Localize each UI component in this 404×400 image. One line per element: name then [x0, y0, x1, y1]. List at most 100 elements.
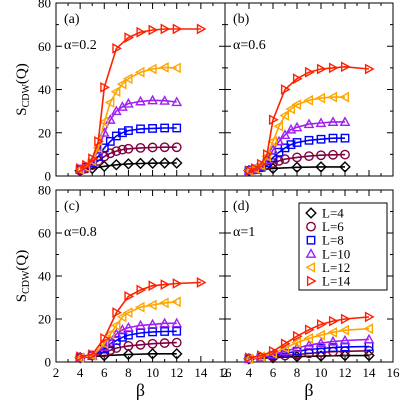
data-point [94, 136, 104, 147]
data-point [316, 63, 327, 75]
y-tick-label: 40 [38, 269, 51, 284]
data-point [124, 126, 133, 135]
data-point [340, 61, 351, 73]
series-l-14 [76, 23, 207, 174]
data-point [134, 157, 147, 170]
data-point [268, 345, 279, 357]
data-point [76, 351, 86, 363]
data-point [339, 161, 351, 173]
data-point [339, 334, 351, 345]
data-point [171, 62, 181, 74]
data-point [98, 116, 109, 128]
data-point [135, 142, 146, 153]
panel-label: (c) [64, 199, 80, 214]
data-point [328, 133, 338, 143]
y-tick-label: 20 [38, 125, 51, 140]
panel-d: 2 4 6 8 10 12 14 16 β (d) α=1 L=4L=6L=8L=10L=12L=14 [222, 189, 400, 400]
data-point [148, 280, 159, 292]
data-point [291, 121, 303, 132]
legend-label: L=10 [322, 246, 350, 261]
legend: L=4L=6L=8L=10L=12L=14 [298, 202, 388, 291]
data-point [196, 277, 207, 288]
data-point [117, 128, 127, 138]
data-point [159, 95, 171, 105]
data-point [327, 326, 338, 338]
data-point [92, 142, 103, 154]
data-point [339, 91, 350, 103]
data-point [122, 73, 133, 85]
legend-marker [305, 248, 317, 258]
data-point [267, 144, 279, 155]
data-point [123, 321, 134, 332]
data-point [159, 142, 170, 153]
data-point [292, 330, 303, 342]
legend-label: L=8 [322, 233, 344, 248]
data-point [328, 315, 339, 327]
data-point [339, 116, 351, 126]
data-point [292, 152, 302, 163]
data-point [88, 349, 98, 360]
data-point [268, 114, 279, 126]
data-point [316, 150, 326, 161]
legend-label: L=12 [322, 260, 350, 275]
x-tick-label: 10 [315, 365, 328, 380]
data-point [328, 149, 338, 160]
x-tick-label: 6 [270, 365, 277, 380]
series-line [79, 341, 177, 359]
data-point [112, 307, 122, 318]
data-point [172, 278, 183, 289]
series-line [248, 65, 370, 172]
panel-label: (d) [233, 199, 250, 214]
data-point [116, 78, 127, 90]
data-point [250, 163, 261, 174]
data-point [292, 73, 303, 85]
data-point [292, 138, 302, 147]
data-point [146, 63, 157, 75]
data-point [172, 123, 182, 133]
data-point [111, 146, 122, 157]
data-point [303, 94, 314, 106]
data-point [100, 332, 110, 344]
data-point [273, 120, 284, 132]
data-point [134, 66, 145, 78]
data-point [172, 23, 183, 35]
data-point [105, 148, 116, 159]
series-line [248, 327, 370, 360]
data-point [364, 311, 375, 323]
series-line [248, 96, 345, 172]
data-point [279, 129, 291, 139]
legend-marker [306, 275, 317, 287]
data-point [262, 148, 273, 160]
data-point [135, 319, 146, 330]
x-tick-label: 8 [125, 365, 132, 380]
data-point [123, 97, 134, 108]
x-tick-label: 12 [170, 365, 183, 380]
data-point [110, 86, 121, 98]
data-point [159, 297, 169, 309]
series-line [248, 338, 370, 360]
data-point [339, 324, 350, 336]
data-point [117, 144, 128, 155]
data-point [146, 157, 159, 170]
data-point [105, 136, 115, 146]
data-point [136, 26, 147, 38]
data-point [124, 291, 135, 302]
data-point [171, 317, 183, 328]
data-point [267, 136, 278, 147]
data-point [148, 24, 159, 36]
y-axis-title: SCDW(Q) [14, 250, 32, 303]
data-point [160, 23, 171, 35]
data-point [315, 117, 327, 128]
x-tick-label: 4 [77, 365, 84, 380]
series-l-14 [76, 277, 207, 363]
data-point [291, 99, 302, 111]
data-point [280, 338, 291, 350]
data-point [315, 92, 326, 104]
data-point [280, 84, 291, 95]
data-point [122, 348, 135, 361]
data-point [104, 97, 115, 108]
alpha-annotation: α=0.6 [233, 38, 266, 53]
data-point [364, 63, 375, 75]
alpha-annotation: α=0.8 [64, 225, 97, 240]
x-tick-label: 14 [194, 365, 208, 380]
